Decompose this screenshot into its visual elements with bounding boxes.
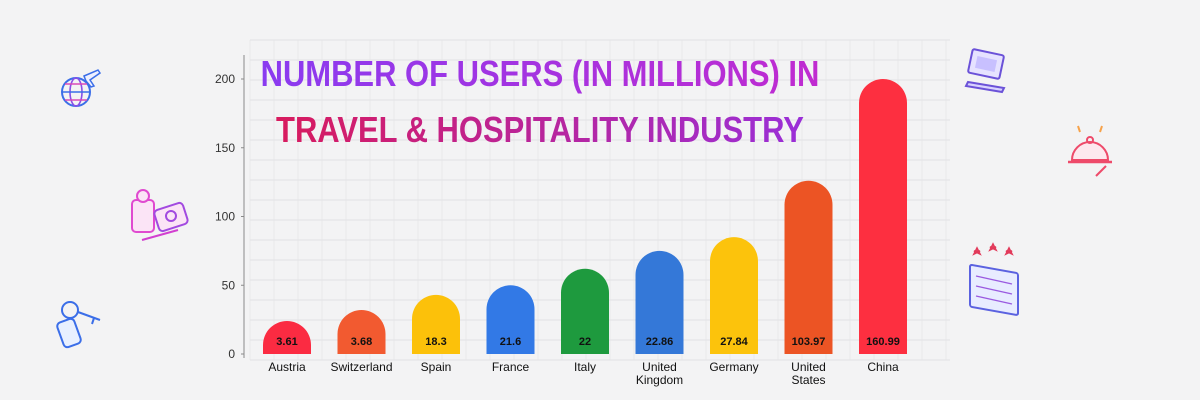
bar-value-label: 18.3: [425, 336, 446, 348]
chart-title-line-2: TRAVEL & HOSPITALITY INDUSTRY: [276, 111, 804, 151]
bar-value-label: 160.99: [866, 336, 900, 348]
service-bell-icon: [1068, 125, 1112, 177]
y-tick-label: 100: [215, 210, 235, 224]
y-tick-label: 150: [215, 141, 235, 155]
y-axis: 0 50 100 150 200: [215, 55, 245, 361]
bar: [561, 268, 609, 354]
category-label: Spain: [421, 360, 452, 374]
bar: [337, 310, 386, 354]
bar: [859, 79, 907, 354]
bar-value-label: 21.6: [500, 336, 521, 348]
category-label: France: [492, 360, 530, 374]
globe-plane-icon: [61, 69, 102, 107]
bar-value-label: 3.61: [276, 336, 297, 348]
y-tick-label: 0: [228, 347, 235, 361]
bar-value-label: 3.68: [351, 336, 372, 348]
y-tick-label: 50: [222, 278, 236, 292]
bar-value-label: 22.86: [646, 336, 674, 348]
category-labels: Austria Switzerland Spain France Italy United…: [268, 360, 899, 387]
laptop-icon: [964, 48, 1006, 94]
category-label: Austria: [268, 360, 306, 374]
category-label: Italy: [574, 360, 596, 374]
category-label: Germany: [709, 360, 758, 374]
category-label: States: [791, 373, 825, 387]
category-label: United: [642, 360, 677, 374]
bar: [710, 237, 758, 354]
category-label: United: [791, 360, 826, 374]
hotel-building-icon: [969, 242, 1019, 316]
bar: [412, 294, 460, 354]
y-tick-label: 200: [215, 72, 235, 86]
bar-value-label: 22: [579, 336, 591, 348]
category-label: China: [867, 360, 899, 374]
bar-value-label: 27.84: [720, 336, 748, 348]
bar-value-label: 103.97: [792, 336, 826, 348]
bar: [486, 285, 535, 354]
category-label: Kingdom: [636, 373, 683, 387]
category-label: Switzerland: [330, 360, 392, 374]
travel-bag-telephone-icon: [131, 189, 189, 241]
bars: 3.61 3.68 18.3 21.6 22 22.86 27.84 103.97 160.99: [263, 79, 907, 354]
bar: [635, 250, 684, 354]
chart-title-line-1: NUMBER OF USERS (IN MILLIONS) IN: [261, 55, 820, 95]
bar: [784, 180, 833, 354]
hotel-key-icon: [56, 301, 101, 349]
bar: [263, 321, 311, 354]
